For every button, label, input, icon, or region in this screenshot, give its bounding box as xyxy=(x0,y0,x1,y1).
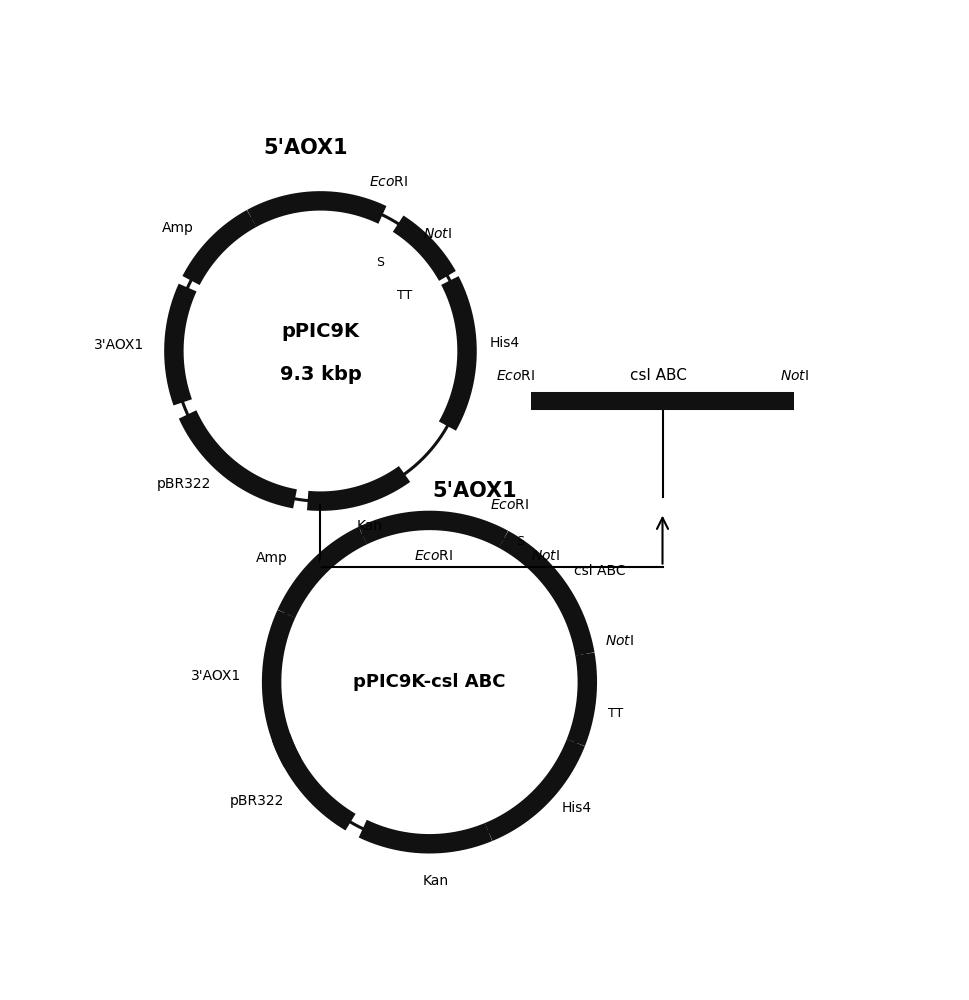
Text: His4: His4 xyxy=(561,801,591,815)
Text: Amp: Amp xyxy=(161,221,193,235)
Text: 5'AOX1: 5'AOX1 xyxy=(263,138,347,158)
Text: TT: TT xyxy=(396,289,412,302)
Text: pPIC9K: pPIC9K xyxy=(281,322,359,341)
Text: $\it{Not}$I: $\it{Not}$I xyxy=(422,227,452,241)
Text: 3'AOX1: 3'AOX1 xyxy=(191,669,241,683)
Text: S: S xyxy=(516,535,523,548)
Text: $\it{Not}$I: $\it{Not}$I xyxy=(605,634,634,648)
Text: $\it{Eco}$RI: $\it{Eco}$RI xyxy=(368,175,408,189)
Text: 5'AOX1: 5'AOX1 xyxy=(432,481,516,501)
Text: $\it{Not}$I: $\it{Not}$I xyxy=(779,369,808,383)
Text: S: S xyxy=(376,256,384,269)
Text: Kan: Kan xyxy=(422,874,448,888)
Text: pBR322: pBR322 xyxy=(229,794,284,808)
Text: pBR322: pBR322 xyxy=(157,477,211,491)
Text: $\it{Eco}$RI: $\it{Eco}$RI xyxy=(496,369,535,383)
Text: 3'AOX1: 3'AOX1 xyxy=(94,338,143,352)
Text: His4: His4 xyxy=(489,336,519,350)
Text: csl ABC: csl ABC xyxy=(573,564,625,578)
Text: TT: TT xyxy=(608,707,623,720)
Text: $\it{Not}$I: $\it{Not}$I xyxy=(531,549,560,563)
Text: csl ABC: csl ABC xyxy=(630,368,686,383)
Text: 9.3 kbp: 9.3 kbp xyxy=(279,365,361,384)
Text: $\it{Eco}$RI: $\it{Eco}$RI xyxy=(489,498,528,512)
Text: Kan: Kan xyxy=(357,519,383,533)
Text: pPIC9K-csl ABC: pPIC9K-csl ABC xyxy=(353,673,505,691)
Text: $\it{Eco}$RI: $\it{Eco}$RI xyxy=(413,549,453,563)
Text: Amp: Amp xyxy=(256,551,288,565)
